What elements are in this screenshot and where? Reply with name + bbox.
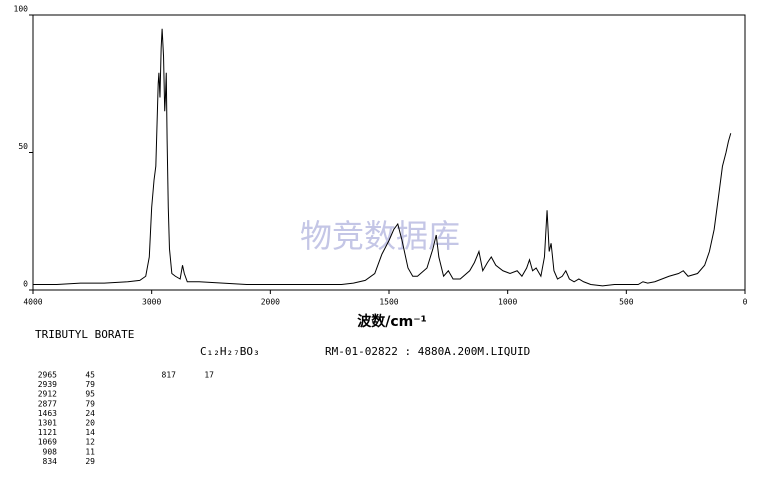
formula: C₁₂H₂₇BO₃: [200, 345, 260, 358]
y-tick-label: 50: [18, 142, 28, 151]
x-tick-label: 1500: [379, 298, 398, 307]
peak-wavenumber: 817: [162, 371, 177, 380]
peak-intensity: 11: [85, 447, 95, 456]
peak-intensity: 12: [85, 438, 95, 447]
peak-intensity: 95: [85, 390, 95, 399]
x-tick-label: 3000: [142, 298, 161, 307]
y-tick-label: 100: [14, 5, 29, 14]
y-tick-label: 0: [23, 280, 28, 289]
peak-intensity: 79: [85, 399, 95, 408]
peak-intensity: 20: [85, 419, 95, 428]
peak-wavenumber: 1121: [38, 428, 57, 437]
peak-wavenumber: 2939: [38, 380, 57, 389]
x-axis-label: 波数/cm⁻¹: [357, 313, 427, 330]
peak-wavenumber: 1463: [38, 409, 57, 418]
peak-wavenumber: 1301: [38, 419, 57, 428]
x-tick-label: 0: [743, 298, 748, 307]
spectrum-line: [33, 28, 732, 287]
peak-intensity: 17: [204, 371, 214, 380]
peak-wavenumber: 2877: [38, 399, 57, 408]
peak-intensity: 45: [85, 371, 95, 380]
peak-intensity: 29: [85, 457, 95, 466]
peak-wavenumber: 908: [43, 447, 58, 456]
x-tick-label: 2000: [261, 298, 280, 307]
x-tick-label: 4000: [23, 298, 42, 307]
peak-wavenumber: 1069: [38, 438, 57, 447]
compound-name: TRIBUTYL BORATE: [35, 328, 134, 341]
x-tick-label: 500: [619, 298, 634, 307]
peak-intensity: 14: [85, 428, 95, 437]
peak-wavenumber: 834: [43, 457, 58, 466]
peak-wavenumber: 2912: [38, 390, 57, 399]
peak-intensity: 79: [85, 380, 95, 389]
peak-wavenumber: 2965: [38, 371, 57, 380]
x-tick-label: 1000: [498, 298, 517, 307]
sample-info: RM-01-02822 : 4880A.200M.LIQUID: [325, 345, 530, 358]
peak-intensity: 24: [85, 409, 95, 418]
